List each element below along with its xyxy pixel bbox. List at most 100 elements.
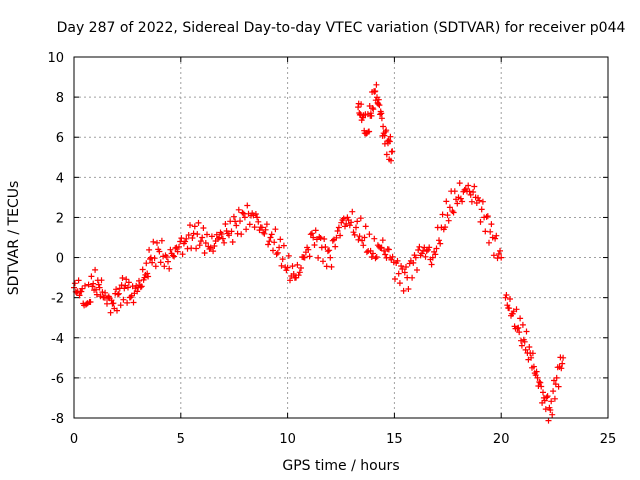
trace-marker-main-trace [306, 253, 313, 260]
trace-marker-main-trace [189, 235, 196, 241]
trace-marker-main-trace [454, 200, 461, 207]
y-tick-label: 6 [56, 131, 64, 146]
trace-marker-late-descent [517, 315, 524, 322]
data-point-late-descent [553, 374, 560, 381]
trace-marker-main-trace [487, 228, 494, 235]
trace-marker-main-trace [307, 231, 314, 238]
trace-marker-main-trace [328, 263, 335, 270]
trace-marker-main-trace [191, 223, 198, 230]
trace-marker-main-trace [362, 223, 369, 230]
trace-marker-late-descent [542, 406, 549, 413]
trace-marker-peak-segment [381, 132, 388, 139]
data-point-main-trace [216, 234, 223, 241]
data-point-main-trace [156, 248, 163, 255]
trace-marker-main-trace [324, 248, 331, 255]
trace-marker-main-trace [163, 254, 170, 260]
y-tick-label: 8 [56, 91, 64, 106]
trace-marker-main-trace [289, 263, 296, 270]
trace-marker-main-trace [161, 263, 168, 270]
trace-marker-main-trace [317, 235, 324, 241]
trace-marker-main-trace [326, 247, 333, 254]
trace-marker-main-trace [187, 222, 193, 229]
trace-marker-main-trace [266, 238, 273, 245]
data-point-main-trace [370, 250, 376, 257]
trace-marker-main-trace [372, 255, 379, 262]
trace-marker-main-trace [290, 271, 297, 277]
trace-marker-late-descent [506, 305, 513, 312]
trace-marker-main-trace [166, 265, 173, 272]
trace-marker-peak-segment [387, 133, 394, 140]
trace-marker-late-descent [536, 379, 543, 385]
trace-marker-late-descent [530, 363, 537, 370]
axis-layer: 0 5 10 15 20 25 -8 -6 -4 -2 0 2 4 6 8 10 [47, 51, 616, 447]
trace-marker-main-trace [102, 289, 109, 296]
data-point-main-trace [90, 280, 97, 287]
trace-marker-main-trace [298, 265, 304, 271]
trace-marker-main-trace [357, 215, 364, 222]
trace-marker-main-trace [471, 183, 478, 190]
trace-marker-main-trace [296, 269, 303, 276]
y-tick-label: 10 [47, 51, 64, 66]
trace-marker-main-trace [229, 239, 236, 245]
trace-marker-main-trace [322, 244, 329, 250]
trace-marker-main-trace [93, 291, 100, 298]
trace-marker-main-trace [450, 209, 457, 216]
data-point-late-descent [560, 354, 567, 361]
data-point-main-trace [344, 214, 351, 221]
trace-marker-main-trace [149, 259, 156, 266]
trace-marker-main-trace [465, 182, 472, 189]
trace-marker-main-trace [89, 283, 96, 290]
trace-marker-main-trace [405, 286, 412, 292]
trace-marker-main-trace [346, 222, 353, 229]
trace-marker-main-trace [389, 253, 396, 260]
trace-marker-main-trace [138, 283, 145, 290]
trace-marker-main-trace [125, 279, 132, 286]
data-point-main-trace [310, 234, 317, 241]
data-point-peak-segment [389, 148, 396, 155]
trace-marker-main-trace [197, 238, 204, 245]
trace-marker-late-descent [540, 389, 546, 396]
trace-marker-main-trace [167, 246, 174, 253]
trace-marker-main-trace [222, 221, 229, 227]
data-point-main-trace [353, 224, 359, 231]
data-point-late-descent [528, 354, 535, 361]
data-point-late-descent [502, 294, 509, 301]
trace-marker-main-trace [432, 251, 439, 258]
trace-marker-main-trace [194, 231, 201, 238]
trace-marker-main-trace [287, 277, 293, 284]
y-tick-label: -4 [51, 332, 64, 347]
trace-marker-main-trace [221, 239, 228, 246]
data-point-main-trace [446, 204, 453, 211]
chart-title: Day 287 of 2022, Sidereal Day-to-day VTE… [57, 20, 626, 36]
trace-marker-main-trace [359, 237, 366, 244]
trace-marker-main-trace [280, 242, 287, 249]
trace-marker-main-trace [305, 246, 312, 253]
trace-marker-main-trace [349, 208, 356, 215]
trace-marker-main-trace [196, 242, 203, 249]
trace-marker-main-trace [185, 232, 192, 238]
trace-marker-late-descent [555, 383, 562, 390]
trace-marker-peak-segment [358, 101, 365, 108]
data-point-peak-segment [372, 88, 379, 95]
trace-marker-late-descent [522, 346, 529, 353]
trace-marker-main-trace [373, 254, 380, 260]
trace-marker-main-trace [274, 249, 281, 256]
trace-marker-main-trace [154, 239, 160, 246]
trace-marker-main-trace [82, 282, 88, 289]
trace-marker-late-descent [523, 328, 530, 335]
trace-marker-main-trace [381, 247, 387, 254]
trace-marker-main-trace [415, 247, 422, 253]
data-point-main-trace [335, 224, 342, 231]
trace-marker-main-trace [136, 277, 142, 284]
trace-marker-main-trace [210, 248, 217, 255]
trace-marker-main-trace [219, 235, 226, 242]
data-point-late-descent [547, 407, 554, 413]
trace-marker-main-trace [418, 250, 425, 257]
trace-marker-main-trace [246, 221, 253, 228]
trace-marker-main-trace [125, 284, 131, 291]
data-point-main-trace [165, 258, 171, 265]
grid-layer [74, 57, 608, 418]
trace-marker-main-trace [235, 206, 242, 213]
trace-marker-main-trace [78, 288, 85, 295]
